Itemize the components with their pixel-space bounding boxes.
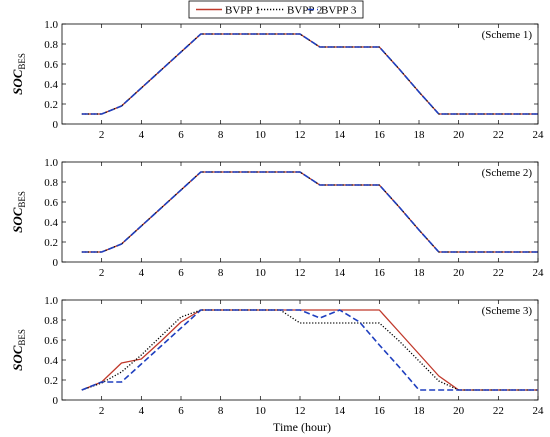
plot-frame xyxy=(61,299,539,401)
x-tick-label: 8 xyxy=(218,405,224,417)
x-tick-label: 16 xyxy=(374,129,386,141)
scheme-label: (Scheme 1) xyxy=(482,29,533,41)
panel-2: 00.20.40.60.81.02 4 6 8 10 12 14 16 18 20 22 24SOCB… xyxy=(10,157,544,279)
x-tick-label: 20 xyxy=(453,267,465,279)
y-tick-label: 0.2 xyxy=(44,375,58,387)
x-tick-label: 6 xyxy=(178,129,184,141)
x-tick-label: 22 xyxy=(493,267,504,279)
x-tick-label: 6 xyxy=(178,405,184,417)
x-tick-label: 8 xyxy=(218,267,224,279)
x-tick-label: 18 xyxy=(414,267,426,279)
x-tick-label: 10 xyxy=(255,129,267,141)
series-line-bvpp2 xyxy=(81,309,538,391)
y-tick-label: 0.8 xyxy=(44,315,58,327)
x-tick-label: 14 xyxy=(334,405,346,417)
x-tick-label: 18 xyxy=(414,129,426,141)
y-tick-label: 0.8 xyxy=(44,177,58,189)
y-tick-label: 0 xyxy=(53,119,59,131)
x-tick-label: 16 xyxy=(374,267,386,279)
x-tick-label: 12 xyxy=(295,267,306,279)
legend: BVPP 1 BVPP 2 BVPP 3 xyxy=(188,0,364,19)
x-tick-label: 8 xyxy=(218,129,224,141)
series-line-bvpp2 xyxy=(81,33,538,115)
x-tick-label: 22 xyxy=(493,129,504,141)
scheme-label: (Scheme 3) xyxy=(482,305,533,317)
x-tick-label: 14 xyxy=(334,129,346,141)
x-tick-label: 18 xyxy=(414,405,426,417)
legend-label-bvpp2: BVPP 2 xyxy=(287,5,322,17)
x-tick-label: 6 xyxy=(178,267,184,279)
series-line-bvpp2 xyxy=(81,171,538,253)
y-tick-label: 0.2 xyxy=(44,237,58,249)
x-tick-label: 24 xyxy=(533,405,545,417)
x-tick-label: 2 xyxy=(99,129,105,141)
y-axis-label: SOCBES xyxy=(10,191,27,233)
x-tick-label: 22 xyxy=(493,405,504,417)
y-tick-label: 1.0 xyxy=(44,157,58,169)
x-tick-label: 20 xyxy=(453,405,465,417)
panel-3: 00.20.40.60.81.02 4 6 8 10 12 14 16 18 20 22 24SOCB… xyxy=(10,295,544,417)
legend-label-bvpp1: BVPP 1 xyxy=(225,5,260,17)
x-tick-label: 12 xyxy=(295,129,306,141)
y-tick-label: 1.0 xyxy=(44,295,58,307)
y-tick-label: 0.4 xyxy=(44,355,58,367)
x-tick-label: 2 xyxy=(99,405,105,417)
panel-1: 00.20.40.60.81.02 4 6 8 10 12 14 16 18 20 22 24SOCB… xyxy=(10,19,544,141)
y-tick-label: 0.8 xyxy=(44,39,58,51)
x-tick-label: 10 xyxy=(255,267,267,279)
y-axis-label: SOCBES xyxy=(10,53,27,95)
y-tick-label: 0 xyxy=(53,395,59,407)
x-tick-label: 2 xyxy=(99,267,105,279)
y-tick-label: 0.4 xyxy=(44,217,58,229)
x-tick-label: 10 xyxy=(255,405,267,417)
y-tick-label: 1.0 xyxy=(44,19,58,31)
x-tick-label: 20 xyxy=(453,129,465,141)
series-line-bvpp1 xyxy=(81,309,538,391)
y-tick-label: 0 xyxy=(53,257,59,269)
x-tick-label: 24 xyxy=(533,129,545,141)
y-tick-label: 0.6 xyxy=(44,197,58,209)
plot-frame xyxy=(61,23,539,125)
y-tick-label: 0.6 xyxy=(44,59,58,71)
x-tick-label: 4 xyxy=(139,129,145,141)
y-tick-label: 0.4 xyxy=(44,79,58,91)
x-tick-label: 14 xyxy=(334,267,346,279)
y-tick-label: 0.2 xyxy=(44,99,58,111)
x-axis-label: Time (hour) xyxy=(273,420,331,434)
x-tick-label: 12 xyxy=(295,405,306,417)
series-line-bvpp1 xyxy=(81,171,538,253)
plot-frame xyxy=(61,161,539,263)
y-tick-label: 0.6 xyxy=(44,335,58,347)
x-tick-label: 4 xyxy=(139,267,145,279)
series-line-bvpp3 xyxy=(81,171,538,253)
legend-label-bvpp3: BVPP 3 xyxy=(321,5,357,17)
x-tick-label: 24 xyxy=(533,267,545,279)
chart-panels: 00.20.40.60.81.02 4 6 8 10 12 14 16 18 20 22 24SOCB… xyxy=(10,19,544,417)
x-tick-label: 16 xyxy=(374,405,386,417)
x-tick-label: 4 xyxy=(139,405,145,417)
y-axis-label: SOCBES xyxy=(10,329,27,371)
scheme-label: (Scheme 2) xyxy=(482,167,533,179)
series-line-bvpp1 xyxy=(81,33,538,115)
series-line-bvpp3 xyxy=(81,33,538,115)
series-line-bvpp3 xyxy=(81,309,538,391)
